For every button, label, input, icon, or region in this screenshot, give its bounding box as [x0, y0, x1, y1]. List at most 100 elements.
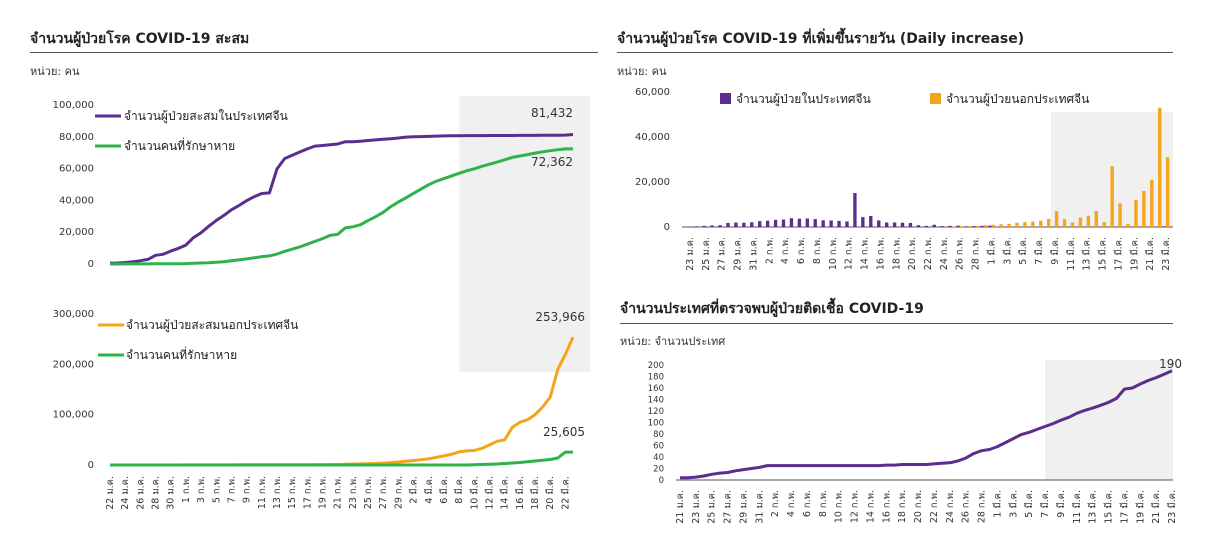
countries-x-x-tick-label: 25 ม.ค. — [707, 490, 718, 524]
cum-x-x-tick-label: 24 ม.ค. — [120, 476, 131, 510]
daily-x-x-tick-label: 31 ม.ค. — [748, 237, 759, 271]
daily-bar-outside — [1023, 222, 1027, 227]
daily-bar-china — [750, 222, 754, 227]
daily-bar-outside — [967, 226, 972, 227]
daily-bar-china — [972, 226, 976, 227]
cum-x-x-tick-label: 15 ก.พ. — [287, 476, 298, 509]
countries-x-x-tick-label: 18 ก.พ. — [897, 490, 908, 523]
end-value-label: 25,605 — [543, 425, 585, 439]
daily-bar-china — [869, 215, 873, 227]
cumulative-title-rule — [30, 52, 598, 53]
cumulative-unit-label: หน่วย: คน — [30, 65, 80, 78]
countries-x-x-tick-label: 16 ก.พ. — [881, 490, 892, 523]
cum-china-y-tick-label: 40,000 — [59, 195, 94, 206]
cum-x-x-tick-label: 20 มี.ค. — [544, 476, 556, 510]
daily-bar-china — [956, 225, 960, 227]
daily-x-x-tick-label: 29 ม.ค. — [733, 237, 744, 271]
daily-bar-china — [988, 225, 992, 227]
cum-x-x-tick-label: 18 มี.ค. — [529, 476, 541, 510]
daily-y-tick-label: 20,000 — [635, 177, 670, 188]
cum-china-series-line-2 — [110, 147, 573, 266]
daily-panel-title: จำนวนผู้ป่วยโรค COVID-19 ที่เพิ่มขึ้นราย… — [617, 31, 1025, 47]
cum-x-x-tick-label: 28 ม.ค. — [151, 476, 162, 510]
daily-x-x-tick-label: 18 ก.พ. — [891, 237, 902, 270]
daily-title-rule — [617, 52, 1173, 53]
daily-x-x-tick-label: 24 ก.พ. — [939, 237, 950, 270]
countries-x-x-tick-label: 31 ม.ค. — [754, 490, 765, 524]
countries-x-x-tick-label: 1 มี.ค. — [991, 490, 1003, 518]
daily-bar-china — [758, 221, 762, 227]
daily-bar-china — [710, 225, 714, 227]
daily-bar-china — [837, 220, 841, 227]
countries-x-x-tick-label: 21 มี.ค. — [1150, 490, 1162, 524]
daily-bar-outside — [1166, 157, 1170, 227]
daily-bar-outside — [1078, 217, 1083, 227]
daily-bar-china — [813, 219, 817, 227]
cum-china-y-tick-label: 80,000 — [59, 132, 94, 143]
cum-x-x-tick-label: 21 ก.พ. — [333, 476, 344, 509]
daily-bar-china — [884, 222, 889, 227]
cum-china-y-tick-label: 20,000 — [59, 227, 94, 238]
cum-outside-series-line-2 — [110, 450, 573, 467]
countries-x-x-tick-label: 23 ม.ค. — [691, 490, 702, 524]
cum-x-x-tick-label: 22 มี.ค. — [559, 476, 571, 510]
daily-bar-outside — [1054, 211, 1059, 227]
countries-x-x-tick-label: 23 มี.ค. — [1166, 490, 1178, 524]
countries-y-tick-label: 140 — [648, 396, 664, 406]
cum-x-x-tick-label: 26 ม.ค. — [135, 476, 146, 510]
daily-bar-china — [932, 224, 936, 227]
daily-x-x-tick-label: 22 ก.พ. — [923, 237, 934, 270]
daily-bar-china — [861, 217, 865, 227]
daily-bar-outside — [1110, 166, 1114, 227]
countries-y-tick-label: 60 — [653, 442, 664, 452]
legend-label: จำนวนคนที่รักษาหาย — [124, 137, 235, 153]
end-value-label: 72,362 — [531, 155, 573, 169]
daily-bar-china — [908, 222, 913, 227]
daily-x-x-tick-label: 9 มี.ค. — [1049, 237, 1061, 265]
countries-y-tick-label: 100 — [648, 419, 664, 429]
daily-bar-china — [853, 193, 857, 227]
daily-bar-china — [916, 225, 921, 227]
cum-x-x-tick-label: 1 ก.พ. — [181, 476, 192, 503]
countries-y-tick-label: 0 — [659, 476, 664, 486]
cum-x-x-tick-label: 2 มี.ค. — [408, 476, 420, 504]
daily-bar-china — [821, 220, 825, 227]
end-value-label: 81,432 — [531, 106, 573, 120]
countries-x-x-tick-label: 20 ก.พ. — [913, 490, 924, 523]
daily-bar-china — [694, 226, 698, 227]
daily-bar-outside — [1070, 222, 1075, 227]
countries-x-x-tick-label: 15 มี.ค. — [1103, 490, 1115, 524]
legend-label: จำนวนผู้ป่วยนอกประเทศจีน — [946, 92, 1089, 107]
cum-x-x-tick-label: 3 ก.พ. — [196, 476, 207, 503]
daily-x-x-tick-label: 25 ม.ค. — [701, 237, 712, 271]
countries-x-x-tick-label: 3 มี.ค. — [1007, 490, 1019, 518]
legend-label: จำนวนผู้ป่วยในประเทศจีน — [736, 92, 871, 107]
daily-x-x-tick-label: 28 ก.พ. — [971, 237, 982, 270]
daily-bar-china — [773, 219, 778, 227]
daily-bar-outside — [1047, 218, 1051, 227]
daily-bar-outside — [983, 225, 987, 227]
daily-bar-outside — [1007, 223, 1011, 227]
daily-bar-outside — [1094, 211, 1098, 227]
daily-bar-china — [726, 222, 730, 227]
countries-x-x-tick-label: 9 มี.ค. — [1055, 490, 1067, 518]
cum-x-x-tick-label: 10 มี.ค. — [468, 476, 480, 510]
countries-x-x-tick-label: 7 มี.ค. — [1039, 490, 1051, 518]
daily-bar-china — [924, 225, 928, 227]
legend-swatch — [720, 93, 731, 104]
daily-x-x-tick-label: 2 ก.พ. — [764, 237, 775, 264]
cum-x-x-tick-label: 13 ก.พ. — [272, 476, 283, 509]
daily-x-x-tick-label: 5 มี.ค. — [1017, 237, 1029, 265]
end-value-label: 253,966 — [535, 310, 585, 324]
daily-x-x-tick-label: 12 ก.พ. — [844, 237, 855, 270]
countries-y-tick-label: 200 — [648, 361, 664, 371]
daily-x-x-tick-label: 8 ก.พ. — [812, 237, 823, 264]
daily-bar-outside — [1102, 222, 1106, 227]
daily-x-x-tick-label: 26 ก.พ. — [955, 237, 966, 270]
cum-china-series-line-1 — [109, 133, 574, 265]
daily-x-x-tick-label: 15 มี.ค. — [1097, 237, 1109, 271]
cum-x-x-tick-label: 9 ก.พ. — [242, 476, 253, 503]
cum-x-x-tick-label: 14 มี.ค. — [499, 476, 511, 510]
daily-x-x-tick-label: 14 ก.พ. — [860, 237, 871, 270]
countries-x-x-tick-label: 6 ก.พ. — [802, 490, 813, 517]
